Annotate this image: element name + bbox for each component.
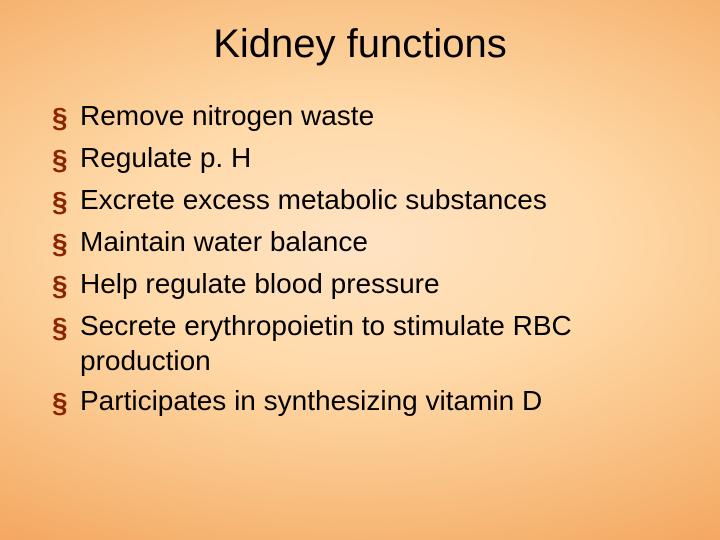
bullet-icon: § (52, 266, 80, 303)
list-item: § Maintain water balance (52, 224, 680, 261)
bullet-text: Remove nitrogen waste (80, 98, 680, 133)
list-item: § Remove nitrogen waste (52, 98, 680, 135)
bullet-text: Excrete excess metabolic substances (80, 182, 680, 217)
bullet-text: Maintain water balance (80, 224, 680, 259)
list-item: § Help regulate blood pressure (52, 266, 680, 303)
bullet-icon: § (52, 98, 80, 135)
bullet-text: Secrete erythropoietin to stimulate RBC … (80, 308, 680, 378)
slide: Kidney functions § Remove nitrogen waste… (0, 0, 720, 540)
bullet-icon: § (52, 140, 80, 177)
list-item: § Participates in synthesizing vitamin D (52, 383, 680, 420)
bullet-text: Help regulate blood pressure (80, 266, 680, 301)
bullet-icon: § (52, 308, 80, 345)
list-item: § Regulate p. H (52, 140, 680, 177)
bullet-icon: § (52, 224, 80, 261)
bullet-text: Participates in synthesizing vitamin D (80, 383, 680, 418)
bullet-text: Regulate p. H (80, 140, 680, 175)
bullet-icon: § (52, 383, 80, 420)
list-item: § Excrete excess metabolic substances (52, 182, 680, 219)
slide-content: § Remove nitrogen waste § Regulate p. H … (52, 98, 680, 425)
slide-title: Kidney functions (0, 22, 720, 67)
bullet-icon: § (52, 182, 80, 219)
list-item: § Secrete erythropoietin to stimulate RB… (52, 308, 680, 378)
